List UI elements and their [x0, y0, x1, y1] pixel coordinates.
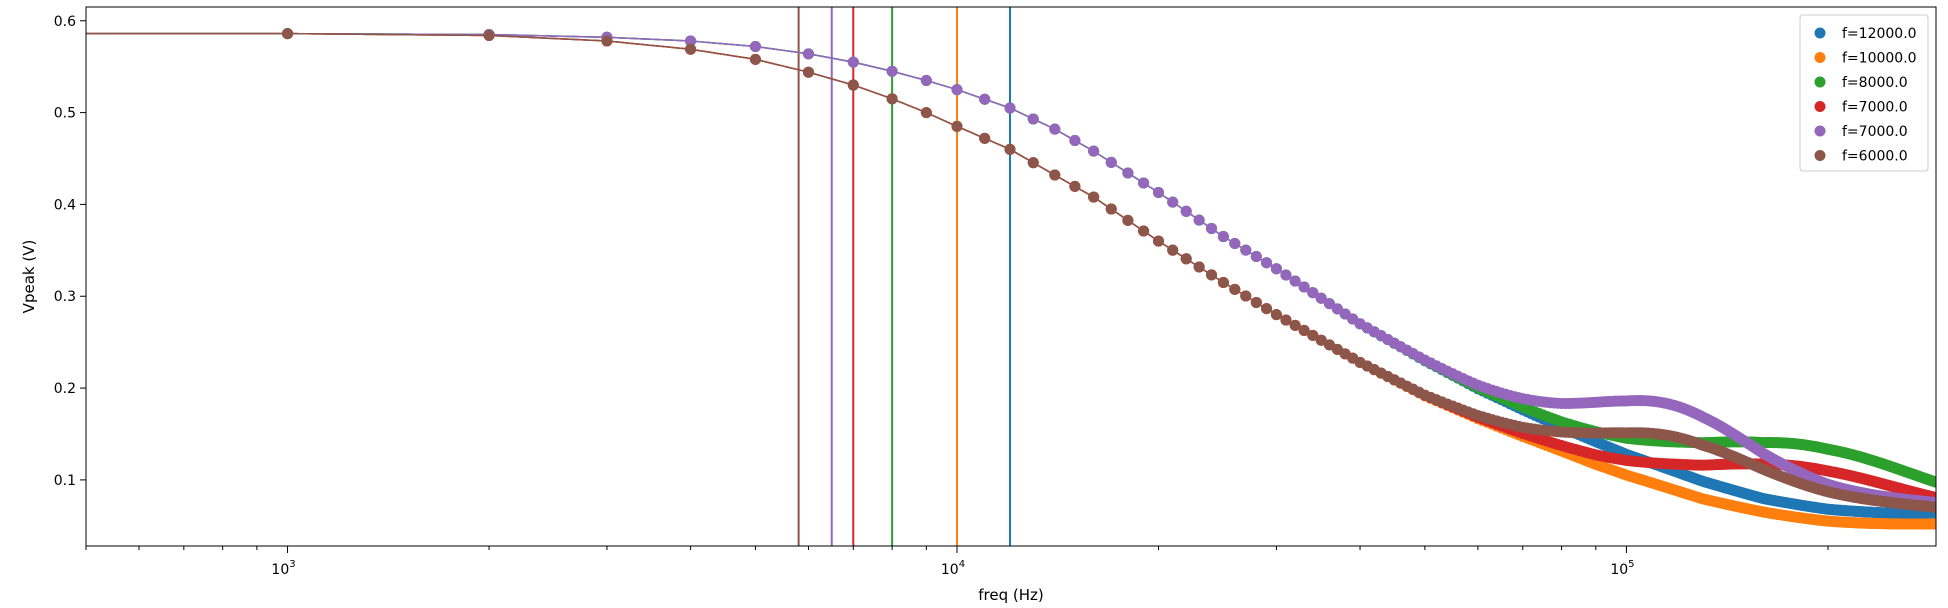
- data-point: [1930, 476, 1936, 488]
- y-tick-label: 0.6: [54, 14, 76, 30]
- series-2: [86, 28, 1936, 488]
- series-4: [86, 28, 1936, 509]
- legend-marker: [1814, 125, 1826, 137]
- legend-marker: [1814, 101, 1826, 112]
- legend-label: f=7000.0: [1842, 100, 1908, 116]
- x-tick-label: 105: [1610, 559, 1634, 578]
- y-tick-label: 0.5: [54, 106, 76, 122]
- y-tick-label: 0.2: [54, 381, 76, 397]
- y-tick-label: 0.1: [54, 473, 76, 489]
- legend-label: f=7000.0: [1842, 124, 1908, 140]
- x-axis-label: freq (Hz): [978, 586, 1044, 604]
- legend-marker: [1814, 150, 1826, 161]
- x-tick-label: 103: [271, 559, 295, 578]
- axes: 0.1 0.2 0.3 0.4 0.5 0.6 103 104 105: [54, 14, 1829, 578]
- legend-marker: [1814, 27, 1826, 39]
- fit-line: [86, 32, 1934, 508]
- y-axis-label: Vpeak (V): [20, 240, 38, 314]
- y-tick-label: 0.3: [54, 289, 76, 305]
- legend-label: f=6000.0: [1842, 149, 1908, 165]
- plot-frame: [85, 6, 1937, 547]
- legend-box: [1799, 14, 1929, 172]
- legend: f=12000.0 f=10000.0 f=8000.0 f=7000.0 f=7000…: [1799, 14, 1929, 172]
- y-tick-label: 0.4: [54, 197, 76, 213]
- series-1: [86, 28, 1936, 530]
- legend-label: f=10000.0: [1842, 51, 1917, 67]
- plot-area: [86, 7, 1936, 546]
- legend-marker: [1814, 52, 1826, 63]
- legend-label: f=8000.0: [1842, 75, 1908, 91]
- legend-label: f=12000.0: [1842, 26, 1917, 42]
- x-tick-label: 104: [941, 559, 965, 578]
- legend-marker: [1814, 76, 1826, 88]
- series-5: [86, 28, 1936, 513]
